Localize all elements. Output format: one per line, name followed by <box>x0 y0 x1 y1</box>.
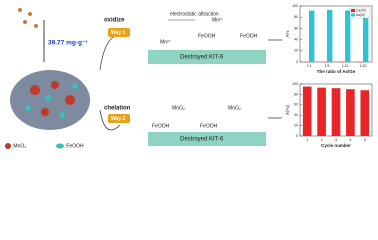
bar <box>345 10 351 62</box>
x-tick-label: 2 <box>321 138 323 142</box>
particle-cluster <box>10 8 90 130</box>
y-tick-label: 40 <box>294 38 298 42</box>
support <box>148 132 266 146</box>
y-tick-label: 80 <box>294 15 298 19</box>
product: FeOOH <box>152 123 170 129</box>
support-label: Destroyed KIT-6 <box>180 55 224 61</box>
y-tick-label: 0 <box>296 134 298 138</box>
support-label: Destroyed KIT-6 <box>180 137 224 143</box>
y-tick-label: 100 <box>292 82 298 86</box>
ion: Mn²⁺ <box>212 17 224 23</box>
y-tick-label: 80 <box>294 92 298 96</box>
legend-swatch <box>351 13 355 17</box>
x-axis-label: The ratio of As/Ge <box>317 69 356 74</box>
x-tick-label: 1:1 <box>307 64 312 68</box>
bar <box>317 87 326 136</box>
support <box>148 50 266 64</box>
bar <box>363 9 369 63</box>
bar <box>331 88 341 136</box>
bar <box>346 89 355 136</box>
x-tick-label: 1:20 <box>360 64 367 68</box>
y-tick-label: 20 <box>294 49 298 53</box>
graphical-abstract: 39.77 mg·g⁻¹ :MnO₂ :FeOOH oxidize Way 1 … <box>5 4 373 149</box>
y-tick-label: 60 <box>294 26 298 30</box>
y-tick-label: 40 <box>294 113 298 117</box>
way-badge <box>108 28 130 37</box>
way-1: Way 1 <box>111 30 125 36</box>
bar <box>360 90 370 136</box>
arrow <box>99 109 121 131</box>
attraction: electrostatic attraction <box>170 11 219 17</box>
legend-box <box>349 7 371 19</box>
oxide: MnO₂ <box>228 105 241 111</box>
capacity: 39.77 mg·g⁻¹ <box>48 40 88 47</box>
plot-frame <box>299 5 373 63</box>
legend-label: Ge(IV) <box>356 8 366 12</box>
x-tick-label: 1 <box>306 138 308 142</box>
x-tick-label: 1:10 <box>342 64 349 68</box>
product: FeOOH <box>240 33 258 39</box>
y-tick-label: 60 <box>294 103 298 107</box>
oxide: MnO₂ <box>172 105 185 111</box>
step-oxidize: oxidize <box>104 18 125 24</box>
x-tick-label: 5 <box>364 138 366 142</box>
step-chelation: chelation <box>104 106 131 112</box>
legend-swatch <box>5 143 11 149</box>
x-tick-label: 1:5 <box>325 64 330 68</box>
legend-swatch <box>351 9 355 12</box>
x-axis-label: Cycle number <box>321 143 351 148</box>
bar <box>302 86 312 136</box>
way-badge <box>108 114 130 123</box>
y-axis-label: A(%) <box>285 104 290 115</box>
bar <box>309 10 315 62</box>
product: FeOOH <box>198 33 216 39</box>
x-tick-label: 3 <box>335 138 337 142</box>
product: FeOOH <box>200 123 218 129</box>
y-tick-label: 20 <box>294 124 298 128</box>
y-tick-label: 100 <box>292 4 298 8</box>
legend-mno2: :MnO₂ <box>12 143 26 149</box>
y-axis-label: A% <box>285 30 290 37</box>
x-tick-label: 4 <box>349 138 351 142</box>
way-2: Way 2 <box>111 116 125 122</box>
legend-label: As(III) <box>356 13 365 17</box>
y-tick-label: 0 <box>296 60 298 64</box>
legend-feooh: :FeOOH <box>65 143 84 149</box>
legend-swatch <box>56 143 64 149</box>
ion: Mn²⁺ <box>160 39 172 45</box>
arrow <box>99 34 121 71</box>
bar <box>327 9 333 63</box>
